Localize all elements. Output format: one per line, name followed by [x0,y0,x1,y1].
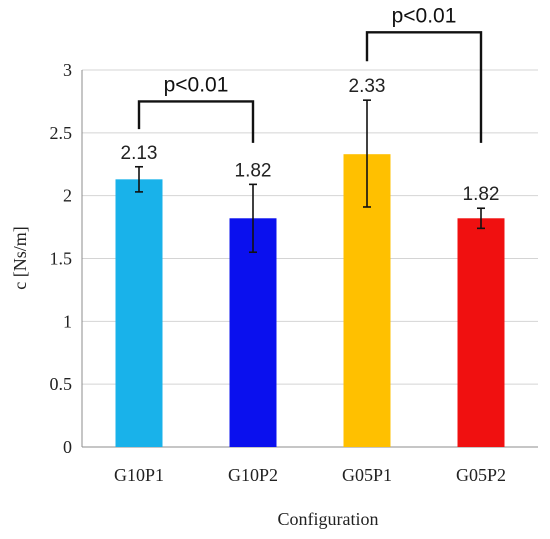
significance-bracket [137,100,255,143]
significance-brackets: p<0.01 p<0.01 [137,4,483,143]
y-tick-label: 2 [63,186,72,206]
data-label: 2.13 [121,143,158,164]
x-tick-label: G05P1 [342,465,392,485]
bar-g05p2 [457,218,505,447]
significance-label: p<0.01 [164,73,229,96]
y-tick-label: 3 [63,60,72,80]
x-tick-label: G05P2 [456,465,506,485]
y-tick-label: 2.5 [50,123,73,143]
significance-bracket [365,31,483,143]
y-tick-label: 0 [63,437,72,457]
data-label: 2.33 [349,76,386,97]
x-tick-label: G10P1 [114,465,164,485]
bar-g10p1 [115,179,163,447]
data-labels: 2.13 1.82 2.33 1.82 [121,76,500,205]
y-tick-label: 0.5 [50,374,73,394]
data-label: 1.82 [463,184,500,205]
y-tick-label: 1.5 [50,249,73,269]
error-bars [135,99,485,254]
x-tick-labels: G10P1 G10P2 G05P1 G05P2 [114,465,506,485]
bars [115,154,505,448]
significance-label: p<0.01 [392,4,457,27]
x-tick-label: G10P2 [228,465,278,485]
y-tick-labels: 0 0.5 1 1.5 2 2.5 3 [50,60,73,457]
y-tick-label: 1 [63,311,72,331]
bar-g10p2 [229,218,277,447]
data-label: 1.82 [235,160,272,181]
y-axis-title: c [Ns/m] [10,226,30,289]
x-axis-title: Configuration [278,509,379,529]
